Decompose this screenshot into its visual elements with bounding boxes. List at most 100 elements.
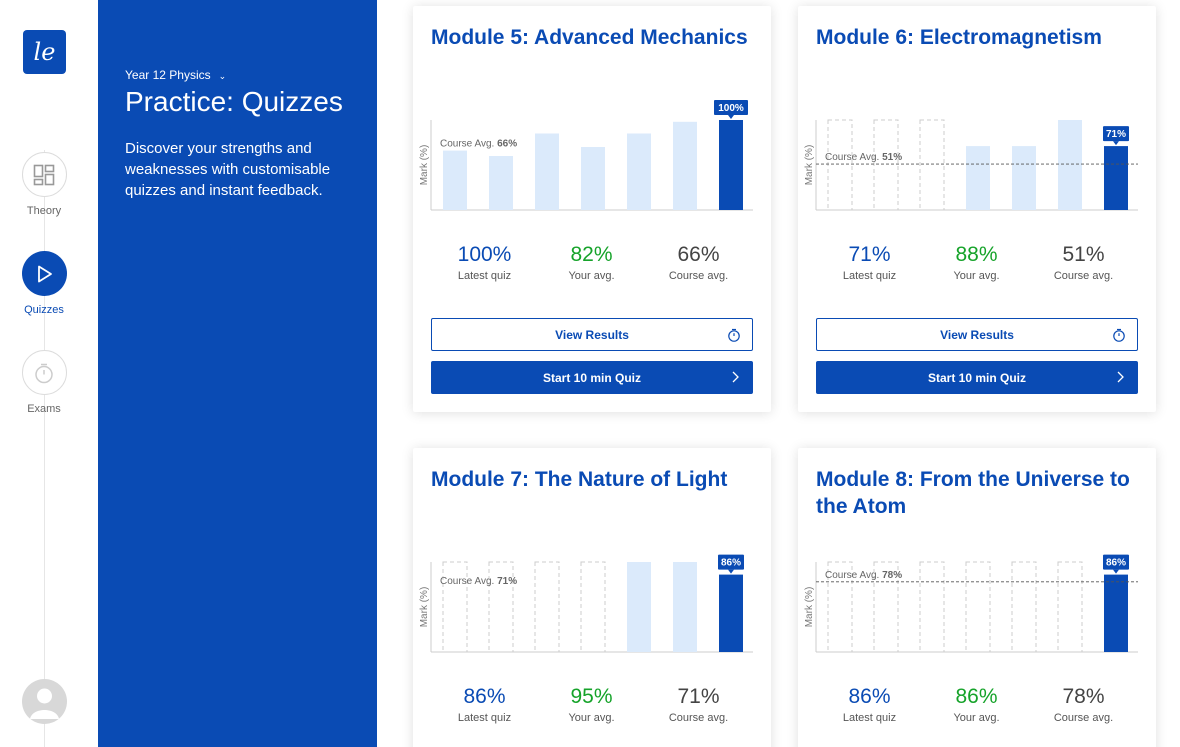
module-card: Module 7: The Nature of Light Mark (%)Pa… [413,448,771,747]
course-average-label: Course Avg. 71% [440,576,517,587]
empty-quiz-bar [919,119,945,211]
stat-course-avg: 71% Course avg. [645,684,752,724]
course-selector[interactable]: Year 12 Physics ⌄ [125,68,226,82]
stats-row: 100% Latest quiz 82% Your avg. 66% Course a… [431,242,753,282]
empty-quiz-bar [580,561,606,653]
quiz-chart: Mark (%)Past quizzes86%Course Avg. 71% [419,554,753,653]
quiz-bar [581,147,605,210]
quiz-chart: Mark (%)Past quizzes86%Course Avg. 78% [804,554,1138,653]
chevron-down-icon: ⌄ [218,71,227,81]
course-avg-label: Course avg. [1053,270,1114,282]
empty-quiz-bar [827,561,853,653]
avatar[interactable] [22,679,67,724]
empty-quiz-bar [919,561,945,653]
quiz-bar [1012,146,1036,210]
module-title: Module 7: The Nature of Light [431,468,728,491]
empty-quiz-bar [1011,561,1037,653]
latest-quiz-bar [719,120,743,210]
module-card: Module 6: Electromagnetism Mark (%)Past … [798,6,1156,412]
module-title: Module 6: Electromagnetism [816,26,1102,49]
course-name: Year 12 Physics [125,68,211,82]
view-results-label: View Results [940,327,1014,342]
quiz-bar [966,146,990,210]
quiz-chart: Mark (%)Past quizzes100%Course Avg. 66% [419,100,753,211]
your-avg-value: 82% [570,243,613,266]
your-avg-value: 86% [955,685,998,708]
chevron-right-icon [1117,371,1124,383]
stat-course-avg: 78% Course avg. [1030,684,1137,724]
page-title: Practice: Quizzes [125,86,343,117]
empty-quiz-bar [1057,561,1083,653]
stat-latest: 86% Latest quiz [816,684,923,724]
your-avg-value: 95% [570,685,613,708]
empty-quiz-bar [873,119,899,211]
play-icon [38,265,52,282]
latest-value: 71% [848,243,891,266]
latest-label: Latest quiz [842,270,897,282]
theory-button[interactable] [21,152,67,197]
stopwatch-icon [1113,328,1125,342]
rail-item-quizzes[interactable]: Quizzes [0,251,88,316]
view-results-label: View Results [555,327,629,342]
latest-label: Latest quiz [457,712,512,724]
empty-quiz-bar [442,561,468,653]
user-icon [30,688,59,719]
stat-your-avg: 95% Your avg. [538,684,645,724]
course-average-label: Course Avg. 66% [440,139,517,150]
stat-latest: 100% Latest quiz [431,242,538,282]
latest-badge [1103,126,1129,142]
course-avg-value: 51% [1062,243,1105,266]
stat-your-avg: 86% Your avg. [923,684,1030,724]
your-avg-value: 88% [955,243,998,266]
quiz-bar [673,562,697,652]
page-description: Discover your strengths and weaknesses w… [125,140,331,199]
quiz-chart: Mark (%)Past quizzes71%Course Avg. 51% [804,119,1138,211]
your-avg-label: Your avg. [568,270,615,282]
module-title: Module 5: Advanced Mechanics [431,26,748,49]
quiz-bar [627,562,651,652]
course-avg-value: 66% [677,243,720,266]
latest-value: 86% [848,685,891,708]
quiz-bar [1058,120,1082,210]
latest-value: 100% [457,243,512,266]
stat-your-avg: 82% Your avg. [538,242,645,282]
intro-panel: Year 12 Physics ⌄ Practice: Quizzes Disco… [98,0,377,747]
your-avg-label: Your avg. [568,712,615,724]
y-axis-label: Mark (%) [804,587,815,628]
y-axis-label: Mark (%) [419,587,430,628]
quiz-bar [489,156,513,210]
latest-label: Latest quiz [842,712,897,724]
rail-label-theory: Theory [26,205,62,217]
start-quiz-button[interactable]: Start 10 min Quiz [816,361,1138,394]
stat-latest: 86% Latest quiz [431,684,538,724]
latest-value: 86% [463,685,506,708]
start-quiz-label: Start 10 min Quiz [542,370,642,385]
latest-badge-pointer [728,569,734,574]
quiz-bar [673,121,697,210]
latest-badge-label: 100% [718,103,744,114]
logo[interactable]: le [23,30,66,74]
empty-quiz-bar [965,561,991,653]
rail-item-theory[interactable]: Theory [0,152,88,217]
view-results-button[interactable]: View Results [431,318,753,351]
course-avg-value: 71% [677,685,720,708]
start-quiz-button[interactable]: Start 10 min Quiz [431,361,753,394]
latest-badge-label: 71% [1106,129,1126,140]
empty-quiz-bar [827,119,853,211]
rail-label-exams: Exams [27,403,61,415]
quizzes-button[interactable] [21,251,67,296]
your-avg-label: Your avg. [953,270,1000,282]
exams-button[interactable] [21,350,67,395]
stat-latest: 71% Latest quiz [816,242,923,282]
rail-item-exams[interactable]: Exams [0,350,88,415]
stopwatch-icon [35,363,53,383]
module-card: Module 8: From the Universe to the Atom … [798,448,1156,747]
icon-rail: le Theory Quizzes [0,0,98,747]
course-average-label: Course Avg. 51% [825,152,902,163]
stat-your-avg: 88% Your avg. [923,242,1030,282]
stat-course-avg: 51% Course avg. [1030,242,1137,282]
course-average-label: Course Avg. 78% [825,570,902,581]
course-avg-value: 78% [1062,685,1105,708]
view-results-button[interactable]: View Results [816,318,1138,351]
